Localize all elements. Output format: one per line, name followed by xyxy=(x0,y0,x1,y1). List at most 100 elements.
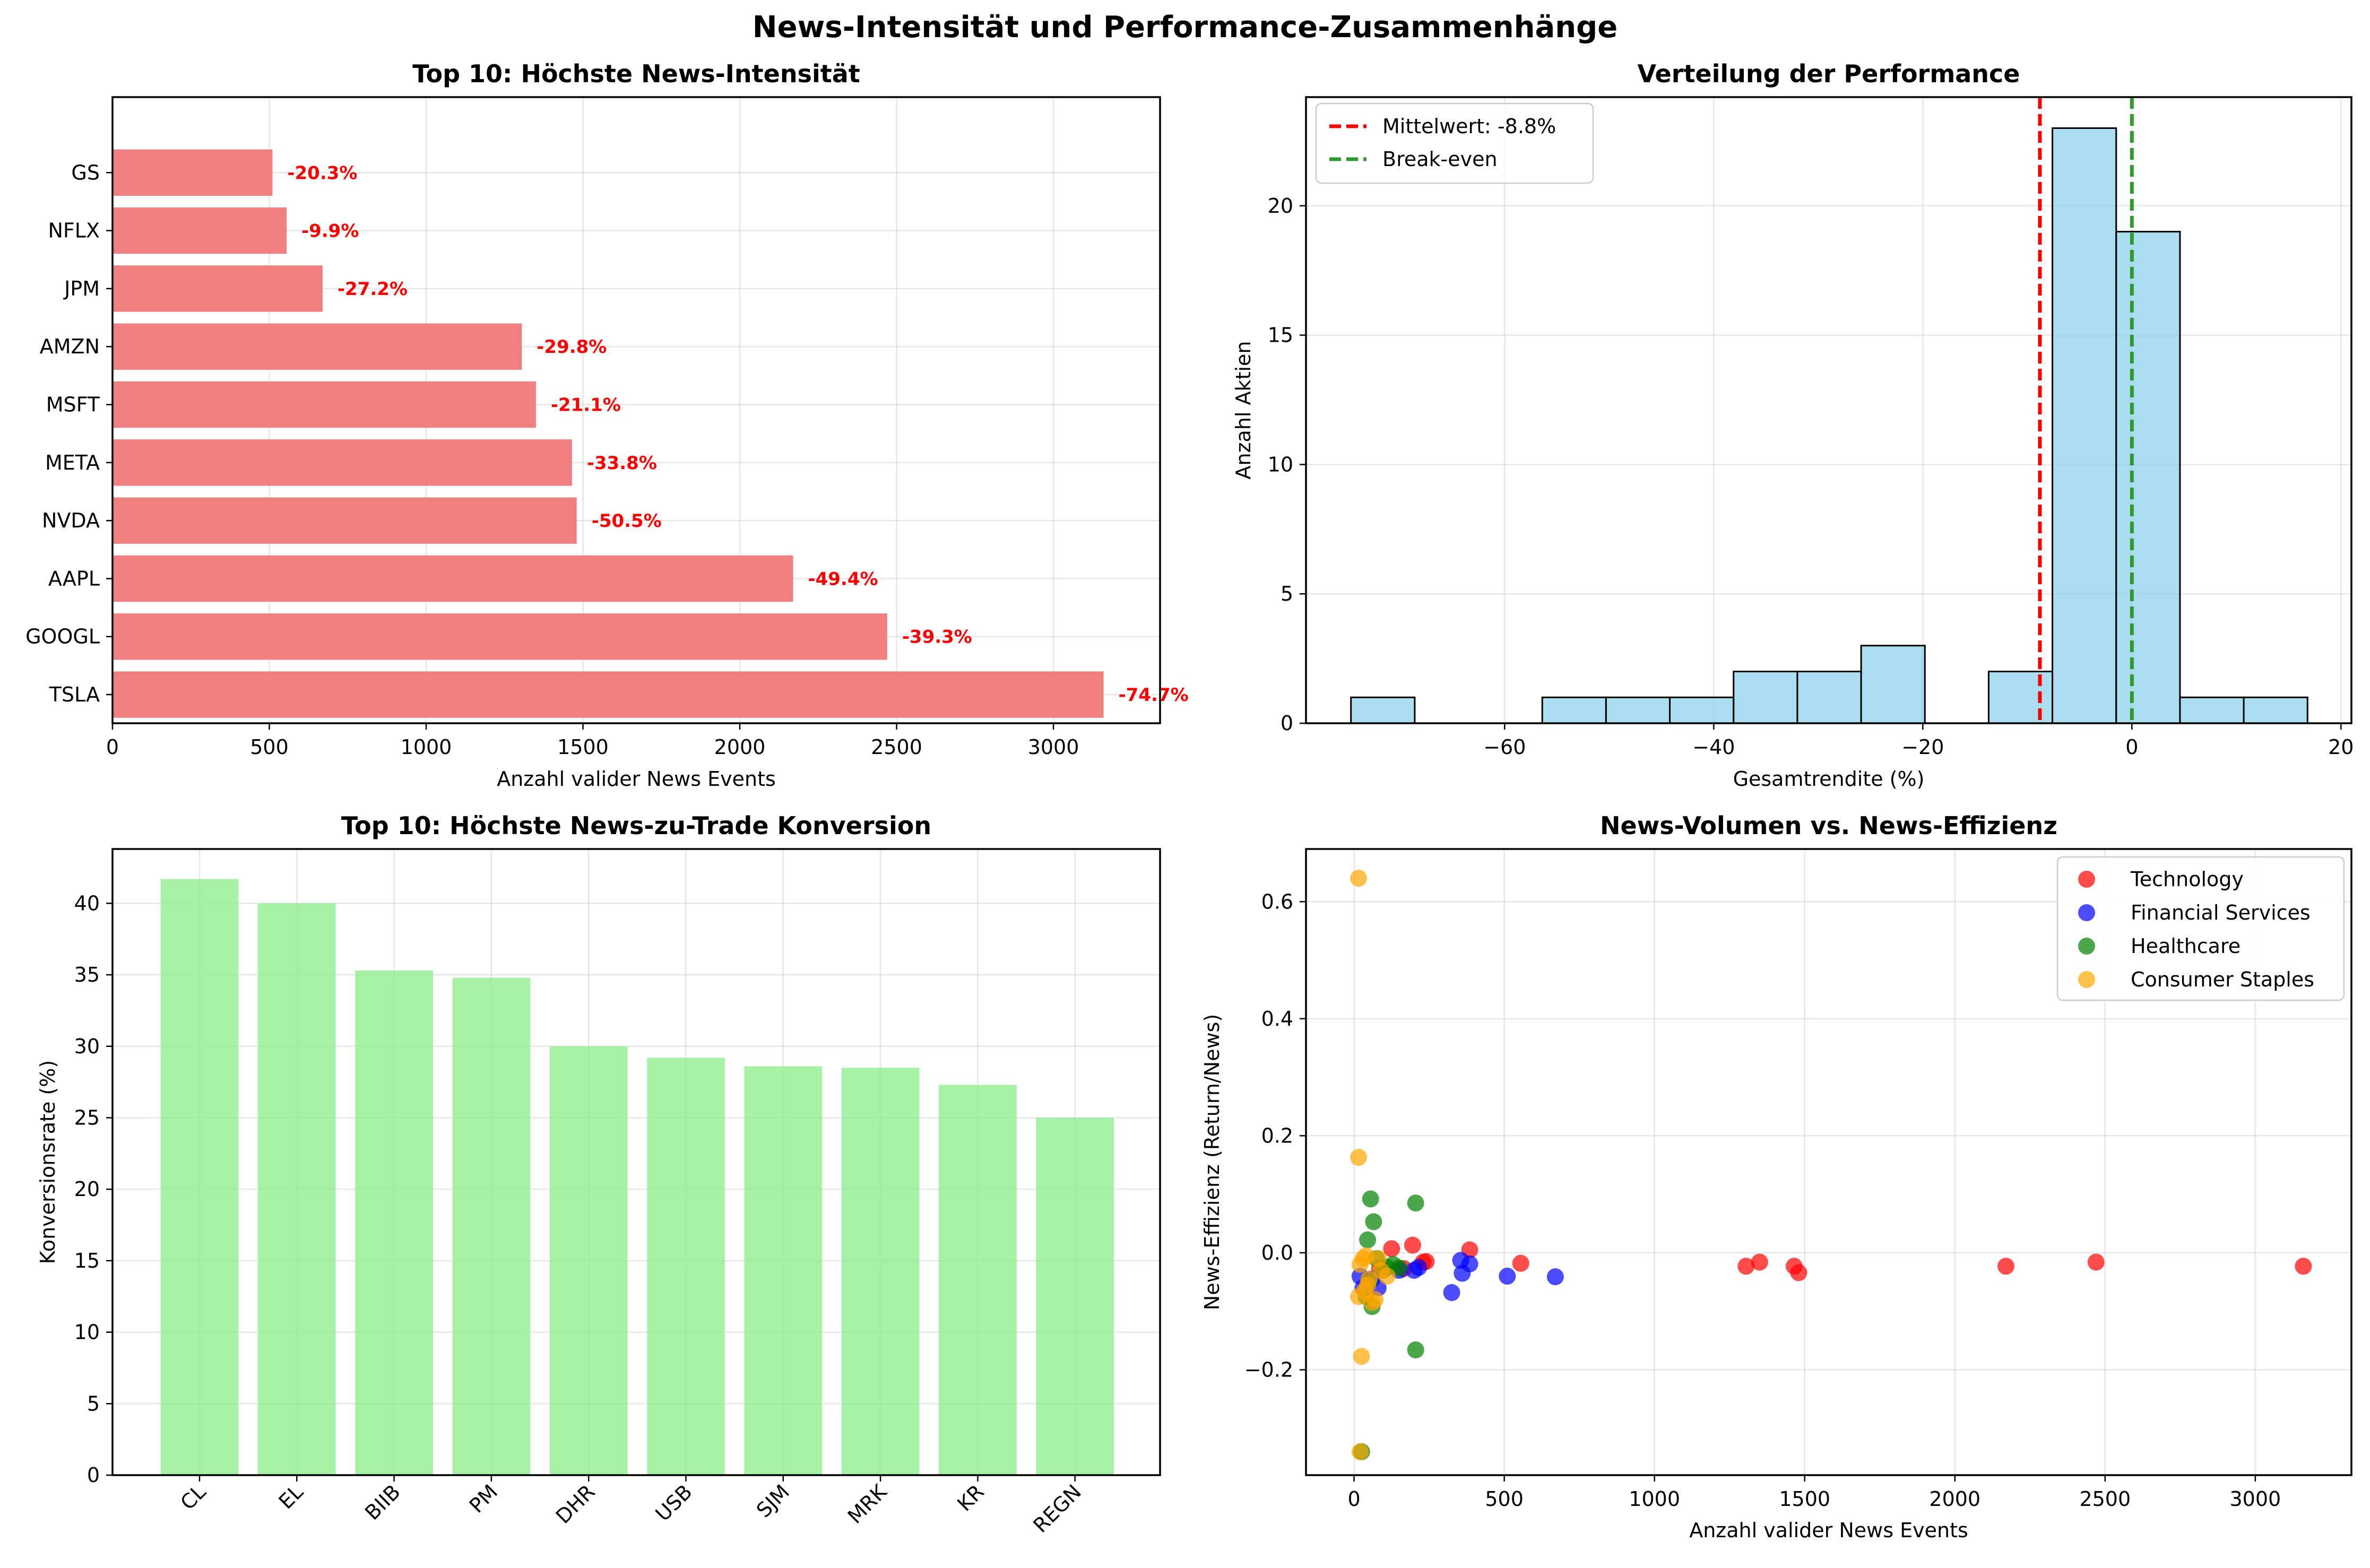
bar-amzn xyxy=(113,323,522,370)
data-label-googl: -39.3% xyxy=(902,627,972,648)
panel4-ytick-label: 0.2 xyxy=(1261,1124,1293,1147)
panel3-xtick-label-sjm: SJM xyxy=(752,1480,794,1522)
point-technology xyxy=(1512,1254,1529,1272)
panel4-ticks: 0 500 1000 1500 2000 2500 3000 −0.2 0.0 0.2 0.4 0.6 xyxy=(1244,890,2281,1511)
panel3-xtick-label-cl: CL xyxy=(176,1480,211,1514)
panel1-ytick-label-amzn: AMZN xyxy=(40,335,100,358)
panel3-frame xyxy=(111,848,1161,1476)
panel-volume-vs-efficiency: News-Volumen vs. News-Effizienz 0 500 1000… xyxy=(1200,811,2352,1542)
panel3-title: Top 10: Höchste News-zu-Trade Konversion xyxy=(341,811,931,840)
panel2-xlabel: Gesamtrendite (%) xyxy=(1733,767,1925,791)
bar-sjm xyxy=(744,1066,823,1475)
point-healthcare xyxy=(1365,1213,1382,1231)
panel1-ytick-label-meta: META xyxy=(45,451,100,474)
histogram-bin-13 xyxy=(2179,696,2245,724)
bar-mrk xyxy=(841,1068,920,1475)
panel3-ytick-label: 5 xyxy=(87,1392,100,1415)
point-healthcare xyxy=(1407,1194,1424,1212)
figure-title: News-Intensität und Performance-Zusammen… xyxy=(752,10,1618,45)
panel1-ticks: 0 500 1000 1500 2000 2500 3000 TSLA GOOGL AAPL NVD… xyxy=(25,161,1079,759)
panel1-frame xyxy=(111,96,1161,724)
data-label-meta: -33.8% xyxy=(587,453,657,474)
panel3-xtick-label-pm: PM xyxy=(465,1480,503,1518)
panel4-xtick-label: 1000 xyxy=(1629,1487,1680,1511)
bar-nvda xyxy=(113,497,577,544)
bar-kr xyxy=(939,1085,1017,1475)
data-label-gs: -20.3% xyxy=(287,162,357,184)
bar-msft xyxy=(113,381,536,428)
panel1-xtick-label: 2000 xyxy=(714,735,766,759)
panel2-ylabel: Anzahl Aktien xyxy=(1232,341,1255,480)
panel1-title: Top 10: Höchste News-Intensität xyxy=(412,59,860,88)
panel2-ytick-label: 20 xyxy=(1268,194,1293,218)
panel1-ytick-label-gs: GS xyxy=(71,161,100,184)
data-label-tsla: -74.7% xyxy=(1119,685,1189,706)
panel2-ytick-label: 15 xyxy=(1268,324,1293,347)
panel4-xtick-label: 0 xyxy=(1347,1487,1360,1511)
panel4-xtick-label: 500 xyxy=(1485,1487,1524,1511)
panel2-frame xyxy=(1305,96,2352,724)
point-technology xyxy=(1997,1258,2014,1275)
histogram-bin-6 xyxy=(1733,670,1798,724)
panel3-ytick-label: 10 xyxy=(74,1321,100,1344)
panel1-ytick-label-aapl: AAPL xyxy=(48,567,100,590)
point-technology xyxy=(2087,1253,2105,1271)
point-consumer-staples xyxy=(1359,1276,1377,1294)
panel3-xtick-label-kr: KR xyxy=(953,1480,988,1515)
point-consumer-staples xyxy=(1353,1348,1370,1365)
legend-technology-label: Technology xyxy=(2130,868,2244,891)
bar-tsla xyxy=(113,671,1104,718)
panel3-ytick-label: 40 xyxy=(74,891,100,915)
panel3-ytick-label: 0 xyxy=(87,1463,100,1487)
point-healthcare xyxy=(1390,1259,1408,1277)
panel3-ytick-label: 25 xyxy=(74,1106,100,1129)
panel1-data-labels: -74.7% -39.3% -49.4% -50.5% -33.8% -21.1% -29.… xyxy=(287,162,1188,706)
panel2-xtick-label: 20 xyxy=(2328,735,2354,759)
data-label-amzn: -29.8% xyxy=(537,336,607,358)
bar-gs xyxy=(113,149,273,196)
point-healthcare xyxy=(1362,1190,1379,1208)
data-label-nflx: -9.9% xyxy=(301,221,359,242)
point-healthcare xyxy=(1359,1231,1377,1249)
panel2-xtick-label: −40 xyxy=(1692,735,1735,759)
panel3-ytick-label: 15 xyxy=(74,1249,100,1272)
point-financial-services xyxy=(1443,1284,1460,1301)
histogram-bin-4 xyxy=(1605,696,1671,724)
point-consumer-staples xyxy=(1351,1255,1369,1273)
point-technology xyxy=(1383,1240,1400,1258)
panel1-xtick-label: 0 xyxy=(106,735,119,759)
histogram-bin-12 xyxy=(2115,231,2181,724)
panel1-ytick-label-nvda: NVDA xyxy=(42,509,100,532)
point-financial-services xyxy=(1405,1262,1423,1279)
panel4-xtick-label: 1500 xyxy=(1779,1487,1830,1511)
legend-staples-label: Consumer Staples xyxy=(2131,968,2314,991)
legend-financial-label: Financial Services xyxy=(2131,901,2311,924)
panel2-reference-lines xyxy=(2038,97,2134,723)
point-financial-services xyxy=(1454,1264,1471,1282)
point-consumer-staples xyxy=(1366,1291,1384,1309)
panel1-ytick-label-tsla: TSLA xyxy=(49,683,100,706)
panel-performance-distribution: Verteilung der Performance −60 −40 −20 0 20 0… xyxy=(1232,59,2354,791)
panel2-ytick-label: 10 xyxy=(1268,453,1293,476)
panel3-xtick-label-usb: USB xyxy=(651,1480,697,1526)
panel3-xtick-label-dhr: DHR xyxy=(551,1480,600,1528)
point-healthcare xyxy=(1407,1341,1424,1358)
panel3-ytick-label: 20 xyxy=(74,1177,100,1201)
panel1-ytick-label-msft: MSFT xyxy=(46,393,100,417)
panel4-ytick-label: −0.2 xyxy=(1244,1358,1293,1381)
legend-financial-marker xyxy=(2078,904,2095,921)
point-technology xyxy=(1785,1258,1803,1275)
panel1-xtick-label: 3000 xyxy=(1028,735,1079,759)
panel1-bars xyxy=(113,149,1104,718)
panel3-xtick-label-regn: REGN xyxy=(1028,1480,1086,1537)
panel3-xtick-label-mrk: MRK xyxy=(843,1479,892,1528)
panel4-ytick-label: 0.4 xyxy=(1261,1007,1293,1030)
point-technology xyxy=(1404,1236,1421,1254)
panel4-xtick-label: 2500 xyxy=(2079,1487,2131,1511)
panel3-ytick-label: 30 xyxy=(74,1035,100,1058)
point-technology xyxy=(1737,1258,1755,1275)
panel4-ytick-label: 0.0 xyxy=(1261,1241,1293,1264)
panel4-xtick-label: 2000 xyxy=(1929,1487,1980,1511)
panel3-xtick-label-el: EL xyxy=(274,1480,308,1513)
